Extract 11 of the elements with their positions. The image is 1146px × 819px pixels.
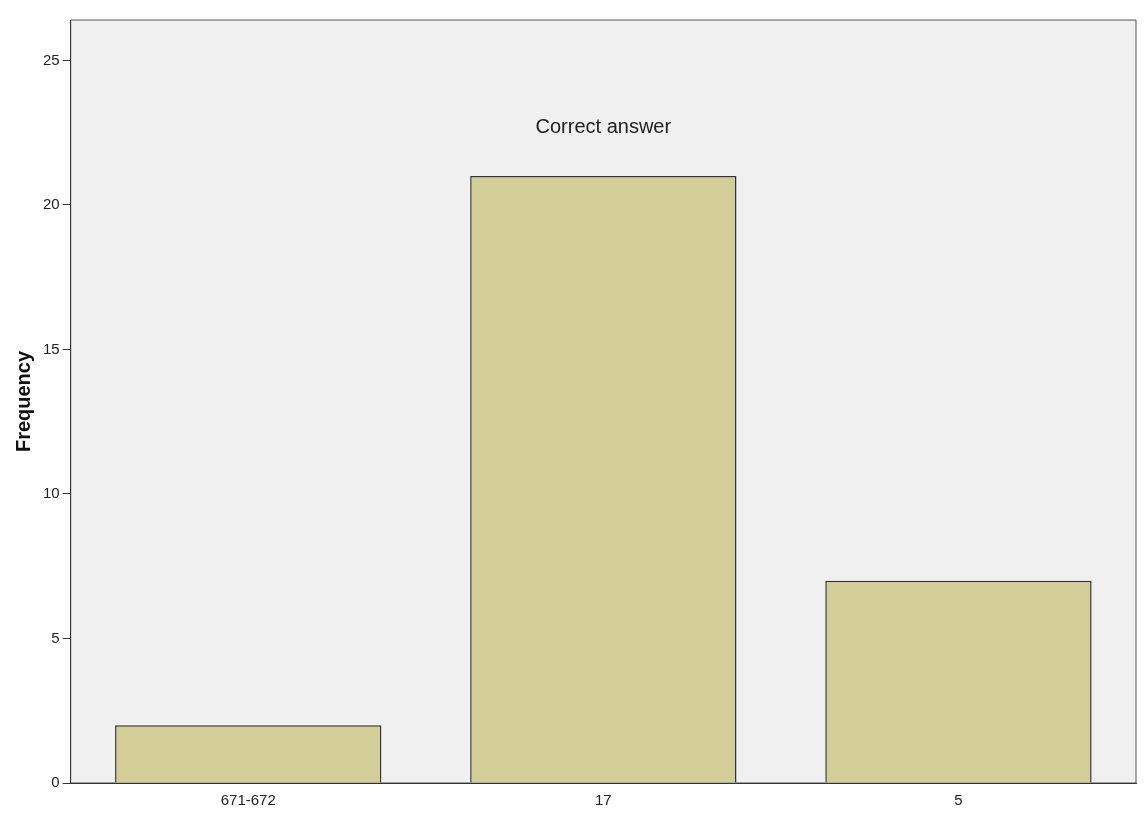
x-tick-label: 17	[595, 791, 612, 809]
annotation: Correct answer	[535, 114, 672, 137]
y-tick-label: 20	[43, 195, 60, 213]
x-tick-label: 5	[954, 791, 963, 809]
y-tick-label: 15	[43, 339, 60, 357]
y-tick-label: 10	[43, 484, 60, 502]
y-axis-title: Frequency	[11, 350, 34, 453]
y-tick-label: 5	[51, 628, 60, 646]
x-tick-label: 671-672	[220, 791, 276, 809]
y-tick-label: 25	[43, 50, 60, 68]
y-tick-label: 0	[51, 773, 60, 791]
